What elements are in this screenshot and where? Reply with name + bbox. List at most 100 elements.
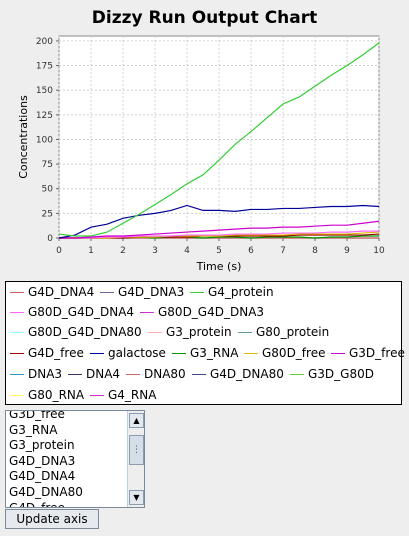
legend-label: G4D_DNA4 xyxy=(28,285,95,299)
y-axis-label: Concentrations xyxy=(17,95,30,179)
species-list-item[interactable]: G3_RNA xyxy=(9,422,58,437)
legend-item: G80D_G4D_DNA3 xyxy=(140,305,264,319)
legend-item: DNA4 xyxy=(68,367,120,381)
legend-label: G4D_free xyxy=(28,346,84,360)
legend-item: G4_protein xyxy=(190,285,274,299)
legend-label: G80D_free xyxy=(262,346,326,360)
legend-item: G3D_G80D xyxy=(290,367,374,381)
legend-swatch xyxy=(10,291,24,293)
legend-item: G80_protein xyxy=(238,325,329,339)
list-scrollbar[interactable]: ▲ ⋮ ▼ xyxy=(127,411,144,507)
x-tick-label: 7 xyxy=(280,246,286,256)
scroll-down-button[interactable]: ▼ xyxy=(129,490,144,505)
legend-item: G4D_free xyxy=(10,346,84,360)
legend-label: G4D_DNA80 xyxy=(210,367,284,381)
legend-swatch xyxy=(10,373,24,375)
scroll-thumb[interactable]: ⋮ xyxy=(129,435,144,465)
legend-swatch xyxy=(10,311,24,313)
species-list-items: G3D_free G3_RNA G3_protein G4D_DNA3 G4D_DNA4… xyxy=(9,410,83,508)
legend-swatch xyxy=(172,352,186,354)
x-tick-label: 4 xyxy=(184,246,190,256)
x-tick-label: 2 xyxy=(120,246,126,256)
series-line-G80D_free xyxy=(59,231,380,239)
scroll-up-button[interactable]: ▲ xyxy=(129,413,144,428)
chart-legend: G4D_DNA4 G4D_DNA3 G4_protein G80D_G4D_DNA4 G… xyxy=(5,281,405,405)
legend-item: G3_protein xyxy=(148,325,232,339)
legend-swatch xyxy=(190,291,204,293)
legend-swatch xyxy=(68,373,82,375)
y-tick-label: 175 xyxy=(36,62,53,72)
legend-label: G3_RNA xyxy=(190,346,239,360)
legend-swatch xyxy=(290,373,304,375)
legend-swatch xyxy=(100,291,114,293)
legend-swatch xyxy=(10,394,24,396)
legend-label: G3D_G80D xyxy=(308,367,374,381)
legend-label: DNA3 xyxy=(28,367,63,381)
species-list-item[interactable]: G4D_DNA4 xyxy=(9,469,76,484)
species-list-item[interactable]: G4D_DNA3 xyxy=(9,453,76,468)
legend-swatch xyxy=(140,311,154,313)
legend-label: G3D_free xyxy=(349,346,405,360)
x-tick-label: 0 xyxy=(56,246,62,256)
legend-swatch xyxy=(126,373,140,375)
x-tick-label: 1 xyxy=(88,246,94,256)
x-tick-label: 3 xyxy=(152,246,158,256)
legend-item: G80D_G4D_DNA80 xyxy=(10,325,142,339)
legend-swatch xyxy=(192,373,206,375)
legend-item: G3_RNA xyxy=(172,346,238,360)
y-tick-label: 25 xyxy=(42,209,53,219)
legend-label: DNA4 xyxy=(86,367,121,381)
species-list-item[interactable]: G4D_DNA80 xyxy=(9,484,83,499)
x-tick-label: 9 xyxy=(344,246,350,256)
legend-item: G80_RNA xyxy=(10,388,84,402)
legend-swatch xyxy=(238,331,252,333)
x-tick-label: 6 xyxy=(248,246,254,256)
legend-swatch xyxy=(331,352,345,354)
legend-swatch xyxy=(10,331,24,333)
legend-item: G3D_free xyxy=(331,346,405,360)
y-tick-label: 150 xyxy=(36,86,53,96)
x-tick-label: 8 xyxy=(312,246,318,256)
legend-label: G80D_G4D_DNA3 xyxy=(158,305,265,319)
legend-label: G80_protein xyxy=(256,325,330,339)
legend-label: G3_protein xyxy=(166,325,232,339)
x-tick-label: 10 xyxy=(373,246,385,256)
series-line-galactose xyxy=(58,204,380,239)
legend-swatch xyxy=(90,394,104,396)
series-line-G3D_free xyxy=(59,220,380,239)
legend-label: DNA80 xyxy=(144,367,186,381)
species-listbox[interactable]: G3D_free G3_RNA G3_protein G4D_DNA3 G4D_DNA4… xyxy=(5,410,145,508)
legend-label: G4_protein xyxy=(208,285,274,299)
legend-swatch xyxy=(10,352,24,354)
legend-item: galactose xyxy=(90,346,166,360)
legend-label: G80D_G4D_DNA4 xyxy=(28,305,135,319)
legend-item: G80D_G4D_DNA4 xyxy=(10,305,134,319)
species-list-item[interactable]: G3D_free xyxy=(9,410,65,421)
legend-label: galactose xyxy=(108,346,166,360)
y-tick-label: 75 xyxy=(42,160,53,170)
legend-item: DNA3 xyxy=(10,367,62,381)
y-tick-label: 50 xyxy=(42,185,54,195)
species-list-item[interactable]: G4D_free xyxy=(9,500,65,508)
legend-label: G4_RNA xyxy=(108,388,157,402)
y-tick-label: 125 xyxy=(36,111,53,121)
legend-swatch xyxy=(148,331,162,333)
legend-item: G4D_DNA80 xyxy=(192,367,284,381)
legend-item: DNA80 xyxy=(126,367,186,381)
legend-item: G4_RNA xyxy=(90,388,156,402)
legend-label: G80D_G4D_DNA80 xyxy=(28,325,142,339)
legend-item: G80D_free xyxy=(244,346,325,360)
y-tick-label: 200 xyxy=(36,37,53,47)
legend-item: G4D_DNA4 xyxy=(10,285,94,299)
species-list-item[interactable]: G3_protein xyxy=(9,438,75,453)
y-tick-label: 0 xyxy=(47,234,53,244)
legend-label: G80_RNA xyxy=(28,388,85,402)
legend-item: G4D_DNA3 xyxy=(100,285,184,299)
x-tick-label: 5 xyxy=(216,246,222,256)
legend-swatch xyxy=(244,352,258,354)
chart-title: Dizzy Run Output Chart xyxy=(91,8,318,28)
update-axis-button[interactable]: Update axis xyxy=(5,509,99,529)
y-tick-label: 100 xyxy=(36,135,53,145)
series-line-G80D_G4D_DNA4 xyxy=(59,230,379,239)
